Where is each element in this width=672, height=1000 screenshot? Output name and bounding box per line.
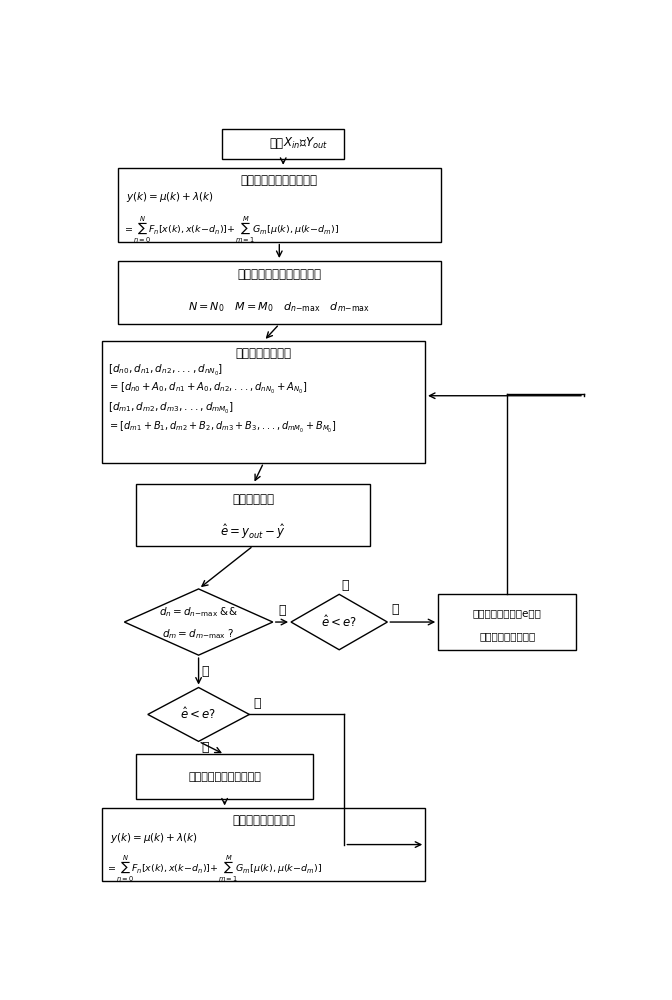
FancyBboxPatch shape	[102, 341, 425, 463]
Text: 是: 是	[202, 665, 209, 678]
Text: $=[d_{m1}+B_1,d_{m2}+B_2,d_{m3}+B_3,...,d_{mM_0}+B_{M_0}]$: $=[d_{m1}+B_1,d_{m2}+B_2,d_{m3}+B_3,...,…	[108, 420, 337, 435]
Text: 是: 是	[392, 603, 399, 616]
Text: 保留当前的误差值e以及: 保留当前的误差值e以及	[472, 608, 542, 618]
Text: $=[d_{n0}+A_0,d_{n1}+A_0,d_{n2},...,d_{nN_0}+A_{N_0}]$: $=[d_{n0}+A_0,d_{n1}+A_0,d_{n2},...,d_{n…	[108, 381, 308, 396]
Polygon shape	[124, 589, 273, 655]
Text: $d_n = d_{n\mathrm{-max}}$ &&: $d_n = d_{n\mathrm{-max}}$ &&	[159, 605, 238, 619]
Text: $=\!\sum_{n=0}^{N}\!F_n[x(k),x(k\!-\!d_n)]\!+\!\sum_{m=1}^{M}\!G_m[\mu(k),\mu(k\: $=\!\sum_{n=0}^{N}\!F_n[x(k),x(k\!-\!d_n…	[123, 214, 339, 245]
Text: $\hat{e} < e?$: $\hat{e} < e?$	[321, 614, 358, 630]
Text: 是: 是	[202, 741, 209, 754]
Text: 输入: 输入	[269, 137, 283, 150]
FancyBboxPatch shape	[438, 594, 576, 650]
Text: $\hat{e} < e?$: $\hat{e} < e?$	[181, 706, 216, 722]
Text: 建立功率放大器基本模型: 建立功率放大器基本模型	[241, 174, 318, 187]
Polygon shape	[291, 594, 387, 650]
Text: $X_{in}$和$Y_{out}$: $X_{in}$和$Y_{out}$	[283, 136, 329, 151]
FancyBboxPatch shape	[222, 129, 345, 158]
Text: $d_m = d_{m\mathrm{-max}}$ ?: $d_m = d_{m\mathrm{-max}}$ ?	[162, 627, 235, 641]
FancyBboxPatch shape	[136, 484, 370, 546]
Text: 选择抽头延迟序列: 选择抽头延迟序列	[236, 347, 292, 360]
Text: $=\!\sum_{n=0}^{N}\!F_n[x(k),x(k\!-\!d_n)]\!+\!\sum_{m=1}^{M}\!G_m[\mu(k),\mu(k\: $=\!\sum_{n=0}^{N}\!F_n[x(k),x(k\!-\!d_n…	[106, 854, 323, 884]
Polygon shape	[148, 687, 249, 741]
Text: 否: 否	[278, 604, 286, 617]
Text: $y(k) = \mu(k) + \lambda(k)$: $y(k) = \mu(k) + \lambda(k)$	[110, 831, 198, 845]
FancyBboxPatch shape	[118, 261, 441, 324]
Text: 否: 否	[342, 579, 349, 592]
Text: $y(k) = \mu(k) + \lambda(k)$: $y(k) = \mu(k) + \lambda(k)$	[126, 190, 214, 204]
Text: 否: 否	[253, 697, 261, 710]
FancyBboxPatch shape	[136, 754, 313, 799]
Text: $N = N_0\quad M = M_0\quad d_{n\mathrm{-max}}\quad d_{m\mathrm{-max}}$: $N = N_0\quad M = M_0\quad d_{n\mathrm{-…	[188, 300, 370, 314]
Text: $[d_{n0},d_{n1},d_{n2},...,d_{nN_0}]$: $[d_{n0},d_{n1},d_{n2},...,d_{nN_0}]$	[108, 363, 224, 378]
FancyBboxPatch shape	[102, 808, 425, 881]
Text: 输出功率放大器模型: 输出功率放大器模型	[233, 814, 295, 827]
Text: 当前的抽头延迟序列: 当前的抽头延迟序列	[479, 631, 536, 641]
Text: 计算误差函数: 计算误差函数	[233, 493, 274, 506]
FancyBboxPatch shape	[118, 168, 441, 242]
Text: 保留当前的抽头延迟序列: 保留当前的抽头延迟序列	[188, 772, 261, 782]
Text: $\hat{e} = y_{out} - \hat{y}$: $\hat{e} = y_{out} - \hat{y}$	[220, 522, 286, 541]
Text: 初始化功率放大器模型参数: 初始化功率放大器模型参数	[237, 268, 321, 281]
Text: $[d_{m1},d_{m2},d_{m3},...,d_{mM_0}]$: $[d_{m1},d_{m2},d_{m3},...,d_{mM_0}]$	[108, 400, 235, 416]
